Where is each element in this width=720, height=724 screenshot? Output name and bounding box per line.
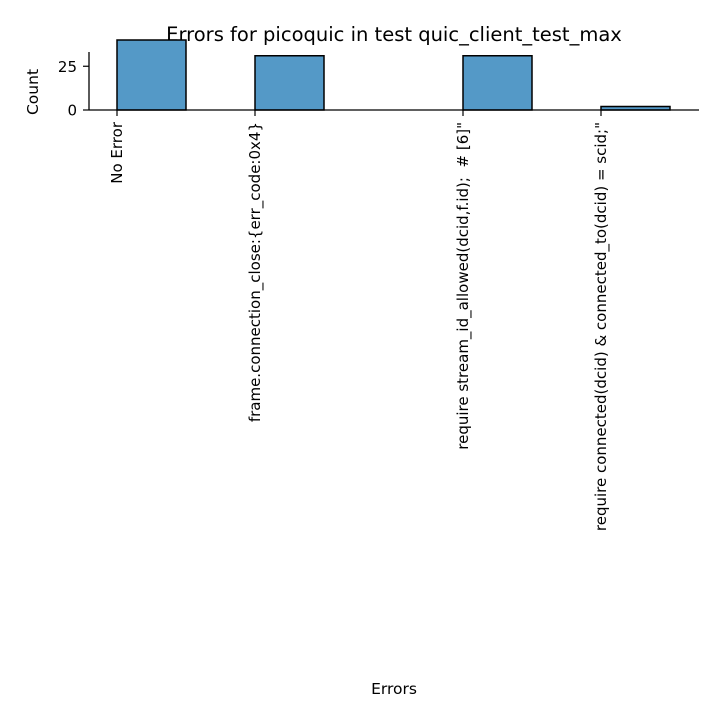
y-axis-label: Count	[24, 69, 42, 115]
x-tick-label-1: frame.connection_close:{err_code:0x4}	[246, 122, 265, 422]
y-tick-label-1: 25	[58, 58, 77, 76]
y-tick-label-0: 0	[67, 102, 77, 120]
x-tick-label-3: require connected(dcid) & connected_to(d…	[592, 122, 611, 531]
x-tick-label-0: No Error	[108, 121, 126, 184]
x-ticks-layer: No Error frame.connection_close:{err_code…	[108, 110, 611, 531]
bar-1	[254, 55, 325, 111]
bar-2	[462, 55, 533, 111]
y-ticks-layer: 0 25	[58, 58, 89, 120]
x-axis-label: Errors	[371, 680, 417, 698]
chart-title: Errors for picoquic in test quic_client_…	[166, 23, 622, 46]
axes-layer	[88, 52, 699, 111]
bars-layer	[116, 39, 671, 111]
x-tick-label-2: require stream_id_allowed(dcid,f.id); # …	[454, 122, 473, 450]
bar-0	[116, 39, 187, 111]
